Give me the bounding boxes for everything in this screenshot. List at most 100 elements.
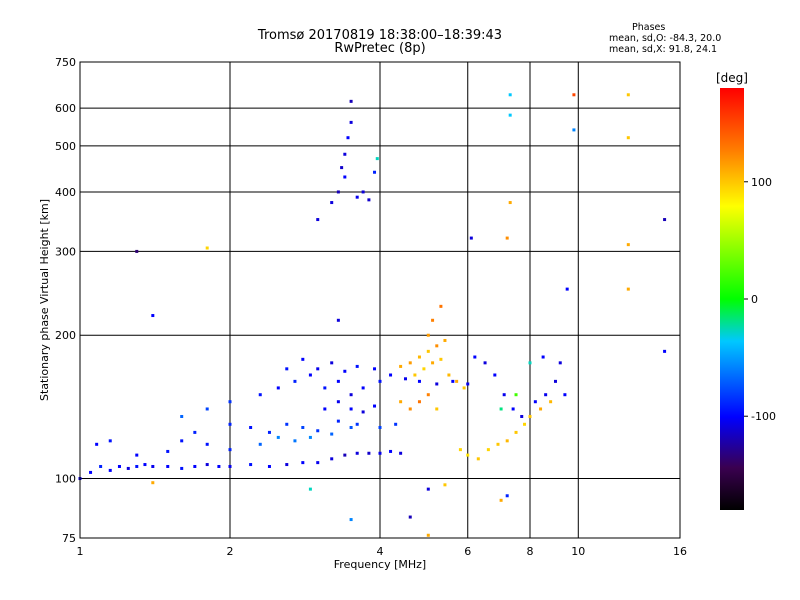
data-point (258, 393, 262, 397)
data-point (426, 349, 430, 353)
data-point (349, 99, 353, 103)
data-point (413, 373, 417, 377)
data-point (539, 407, 543, 411)
data-point (373, 367, 377, 371)
plot-frame (79, 61, 681, 539)
data-point (285, 367, 289, 371)
data-point (293, 379, 297, 383)
data-point (572, 128, 576, 132)
data-point (166, 464, 170, 468)
data-point (476, 457, 480, 461)
data-point (205, 442, 209, 446)
data-point (373, 404, 377, 408)
phases-heading: Phases (632, 22, 666, 33)
data-point (151, 314, 155, 318)
chart-subtitle: RwPretec (8p) (334, 41, 426, 56)
data-point (361, 190, 365, 194)
data-point (426, 533, 430, 537)
data-point (422, 367, 426, 371)
data-point (276, 386, 280, 390)
data-point (455, 379, 459, 383)
data-point (663, 349, 667, 353)
data-point (258, 442, 262, 446)
data-point (336, 318, 340, 322)
colorbar-tick-label: 100 (751, 176, 772, 189)
data-point (367, 451, 371, 455)
data-point (336, 400, 340, 404)
data-point (663, 218, 667, 222)
data-point (462, 386, 466, 390)
data-point (135, 453, 139, 457)
data-point (151, 481, 155, 485)
data-point (316, 429, 320, 433)
data-point (403, 377, 407, 381)
y-tick-label: 750 (55, 56, 76, 69)
x-axis: 1 2 4 6 8 10 16 (77, 545, 688, 558)
data-point (378, 425, 382, 429)
data-point (249, 425, 253, 429)
data-point (355, 422, 359, 426)
y-axis: 75 100 200 300 400 500 600 750 (55, 56, 76, 545)
data-point (508, 201, 512, 205)
data-point (549, 400, 553, 404)
data-point (228, 448, 232, 452)
data-point (343, 175, 347, 179)
data-point (565, 287, 569, 291)
data-point (355, 195, 359, 199)
data-point (301, 461, 305, 465)
data-point (473, 355, 477, 359)
y-axis-label: Stationary phase Virtual Height [km] (38, 199, 51, 401)
data-point (301, 425, 305, 429)
data-point (417, 355, 421, 359)
y-tick-label: 75 (62, 532, 76, 545)
data-point (343, 453, 347, 457)
data-point (431, 318, 435, 322)
data-point (361, 410, 365, 414)
data-point (426, 487, 430, 491)
data-point (458, 448, 462, 452)
colorbar-ticks: 100 0 -100 (744, 176, 776, 423)
data-point (435, 407, 439, 411)
data-point (528, 361, 532, 365)
data-point (166, 449, 170, 453)
data-point (346, 136, 350, 140)
data-point (267, 430, 271, 434)
x-tick-label: 4 (377, 545, 384, 558)
data-point (316, 461, 320, 465)
data-point (389, 373, 393, 377)
x-tick-label: 2 (227, 545, 234, 558)
data-point (249, 463, 253, 467)
data-point (483, 361, 487, 365)
data-point (493, 373, 497, 377)
y-tick-label: 300 (55, 245, 76, 258)
data-point (117, 464, 121, 468)
data-point (228, 464, 232, 468)
x-tick-label: 10 (571, 545, 585, 558)
y-tick-label: 100 (55, 473, 76, 486)
data-point (108, 439, 112, 443)
chart-title: Tromsø 20170819 18:38:00–18:39:43 (257, 28, 503, 43)
data-point (378, 379, 382, 383)
data-point (330, 432, 334, 436)
colorbar (720, 88, 744, 510)
data-point (399, 451, 403, 455)
data-point (89, 470, 93, 474)
data-point (553, 379, 557, 383)
data-point (520, 414, 524, 418)
data-point (486, 448, 490, 452)
data-point (408, 515, 412, 519)
data-point (541, 355, 545, 359)
y-tick-label: 600 (55, 102, 76, 115)
data-point (308, 373, 312, 377)
data-point (447, 373, 451, 377)
data-point (394, 422, 398, 426)
colorbar-tick-label: -100 (751, 410, 776, 423)
data-point (323, 386, 327, 390)
data-point (308, 435, 312, 439)
data-point (367, 198, 371, 202)
data-point (469, 236, 473, 240)
data-point (626, 93, 630, 97)
data-point (228, 422, 232, 426)
data-point (408, 361, 412, 365)
